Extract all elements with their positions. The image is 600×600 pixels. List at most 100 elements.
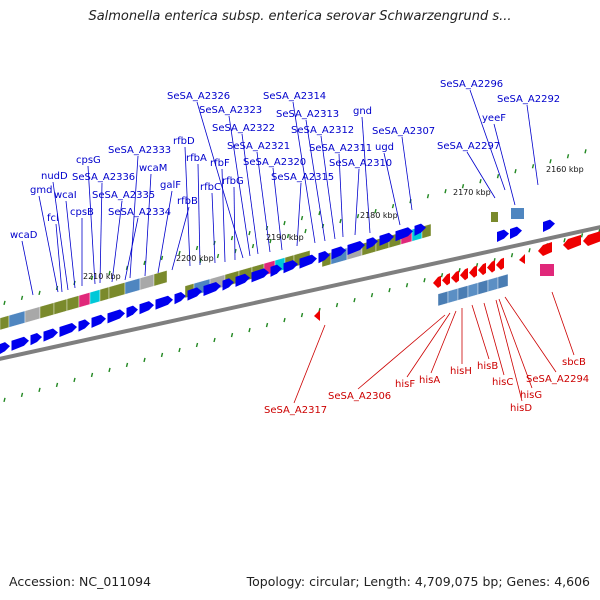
forward-gene-label: SeSA_A2334	[108, 207, 171, 218]
tick-mark	[125, 265, 129, 271]
reverse-gene-arrow	[469, 265, 477, 278]
forward-leader-line	[383, 152, 401, 226]
forward-leader-line	[401, 136, 413, 211]
forward-gene-arrow	[107, 309, 125, 324]
forward-leader-line	[196, 101, 244, 259]
forward-gene-arrow	[235, 273, 250, 287]
forward-gene-arrow	[30, 333, 42, 346]
backbone-layer	[0, 225, 600, 361]
forward-gene-label: gnd	[353, 106, 372, 117]
tick-mark	[251, 243, 255, 249]
reverse-gene-label: SeSA_A2294	[526, 374, 589, 385]
forward-gene-label: SeSA_A2320	[243, 157, 306, 168]
tick-mark	[440, 273, 444, 278]
reverse-gene-arrow	[433, 275, 441, 288]
forward-gene-label: SeSA_A2335	[92, 190, 155, 201]
reverse-gene-arrow	[487, 260, 495, 273]
tick-mark	[265, 322, 269, 328]
reverse-gene-label: SeSA_A2317	[264, 405, 327, 416]
reverse-leader-line	[406, 312, 451, 378]
tick-mark	[55, 382, 59, 388]
tick-mark	[339, 218, 342, 224]
forward-gene-arrow	[379, 232, 394, 246]
reverse-gene-arrow	[583, 231, 600, 246]
forward-leader-line	[52, 181, 69, 291]
cog-block	[53, 298, 68, 315]
reverse-leader-line	[483, 302, 505, 376]
tick-mark	[423, 277, 426, 283]
tick-mark	[160, 255, 164, 261]
cog-block	[0, 315, 10, 331]
forward-leader-line	[129, 155, 139, 279]
cog-block	[99, 286, 110, 302]
tick-mark	[195, 245, 199, 251]
forward-gene-label: SeSA_A2310	[329, 158, 392, 169]
tick-mark	[496, 174, 500, 179]
reverse-gene-arrow	[451, 270, 459, 283]
leader-layer	[21, 89, 575, 404]
tick-mark	[549, 159, 552, 164]
forward-gene-arrow	[283, 260, 298, 274]
tick-mark	[3, 300, 6, 306]
tick-mark	[3, 397, 6, 403]
forward-gene-arrow	[155, 295, 173, 310]
forward-leader-line	[197, 163, 201, 266]
forward-leader-line	[87, 165, 96, 285]
forward-leader-line	[233, 186, 236, 261]
gene-layer	[0, 219, 600, 354]
forward-gene-arrow	[11, 336, 29, 351]
reverse-gene-label: hisF	[395, 379, 415, 390]
tick-mark	[335, 302, 339, 308]
reverse-leader-line	[293, 324, 326, 404]
forward-gene-label: SeSA_A2333	[108, 145, 171, 156]
forward-gene-label: cpsG	[76, 155, 101, 166]
tick-mark	[90, 275, 94, 281]
cog-block	[467, 282, 479, 298]
label-layer: 2160 kbp 2170 kbp 2180 kbp 2190 kbp 2200 kbp…	[10, 79, 589, 416]
reverse-gene-label: hisA	[419, 375, 440, 386]
forward-gene-label: SeSA_A2323	[199, 105, 262, 116]
forward-gene-label: wcaM	[139, 163, 167, 174]
forward-gene-arrow	[187, 287, 202, 301]
tick-mark	[388, 287, 391, 293]
tick-mark	[461, 184, 465, 189]
reverse-gene-arrow	[519, 254, 525, 264]
cog-block	[511, 208, 524, 219]
forward-gene-label: SeSA_A2321	[227, 141, 290, 152]
tick-mark	[20, 295, 24, 301]
tick-mark	[38, 290, 41, 296]
forward-gene-label: SeSA_A2313	[276, 109, 339, 120]
forward-gene-label: rfbD	[173, 136, 195, 147]
cog-block	[89, 289, 101, 305]
forward-gene-arrow	[299, 254, 317, 269]
reverse-gene-label: hisH	[450, 366, 472, 377]
forward-gene-arrow	[270, 264, 282, 277]
forward-leader-line	[221, 168, 226, 263]
accession-text: Accession: NC_011094	[9, 574, 152, 589]
forward-leader-line	[272, 167, 283, 251]
tick-mark	[125, 362, 129, 368]
forward-gene-label: gmd	[30, 185, 52, 196]
reverse-gene-arrow	[563, 234, 581, 250]
forward-leader-line	[354, 168, 360, 236]
forward-leader-line	[469, 89, 506, 191]
tick-mark	[304, 228, 307, 234]
reverse-gene-label: sbcB	[562, 357, 586, 368]
reverse-leader-line	[357, 314, 446, 390]
forward-gene-arrow	[366, 237, 378, 250]
forward-gene-label: yeeF	[482, 113, 506, 124]
reverse-gene-label: hisC	[492, 377, 513, 388]
cog-block	[457, 285, 469, 301]
tick-mark	[20, 392, 24, 398]
tick-mark	[286, 233, 290, 239]
reverse-leader-line	[551, 291, 575, 356]
forward-gene-label: galF	[160, 180, 181, 191]
tick-mark	[356, 213, 360, 219]
forward-gene-label: SeSA_A2292	[497, 94, 560, 105]
cog-block	[139, 273, 155, 291]
forward-gene-label: wcaD	[10, 230, 38, 241]
tick-mark	[178, 250, 181, 256]
forward-gene-label: rfbA	[186, 153, 207, 164]
tick-mark	[300, 312, 304, 318]
tick-label: 2190 kbp	[266, 233, 304, 242]
